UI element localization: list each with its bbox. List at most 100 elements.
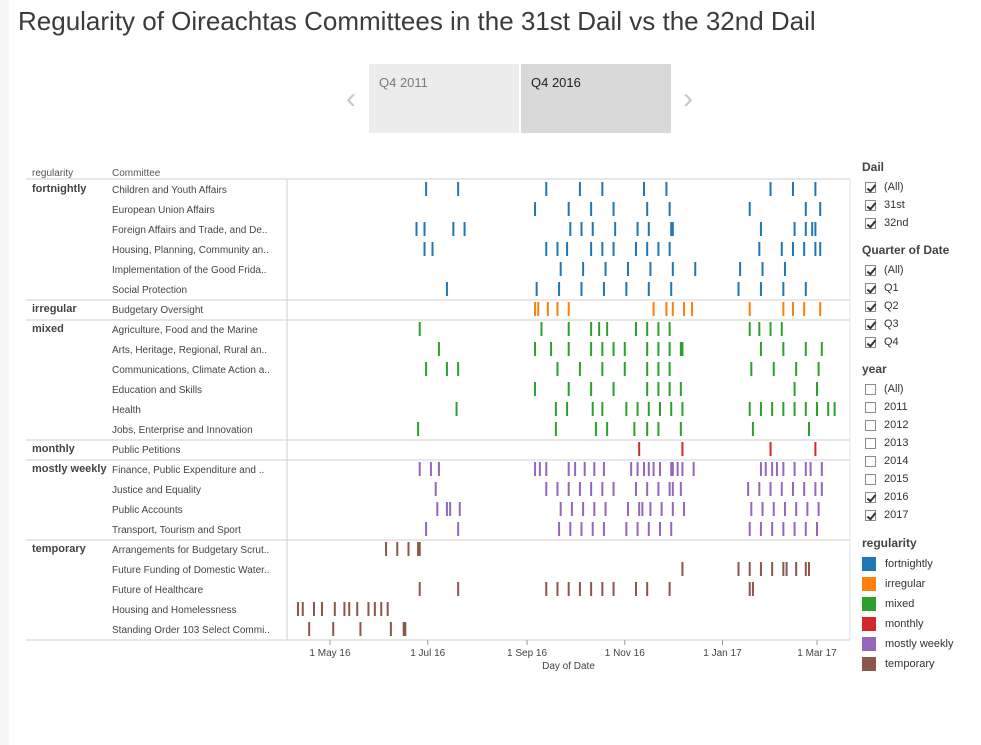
year-option-0[interactable]: (All) xyxy=(862,380,908,398)
quarter-option-label-1: Q1 xyxy=(884,282,899,294)
committee-label: Implementation of the Good Frida.. xyxy=(112,265,267,276)
year-checkbox-7[interactable] xyxy=(865,509,876,521)
committee-label: Future of Healthcare xyxy=(112,585,204,596)
year-option-7[interactable]: 2017 xyxy=(862,506,908,524)
committee-label: Foreign Affairs and Trade, and De.. xyxy=(112,225,267,236)
x-tick-label: 1 Sep 16 xyxy=(507,648,547,659)
group-label: monthly xyxy=(32,443,76,455)
committee-label: Transport, Tourism and Sport xyxy=(112,525,241,536)
quarter-checkbox-3[interactable] xyxy=(865,318,876,330)
x-tick-label: 1 May 16 xyxy=(309,648,351,659)
legend-label: fortnightly xyxy=(885,558,933,570)
legend-label: monthly xyxy=(885,618,924,630)
year-option-5[interactable]: 2015 xyxy=(862,470,908,488)
legend-swatch xyxy=(862,637,876,651)
committee-label: Public Accounts xyxy=(112,505,183,516)
group-label: mostly weekly xyxy=(32,463,107,475)
year-option-3[interactable]: 2013 xyxy=(862,434,908,452)
quarter-option-label-0: (All) xyxy=(884,264,904,276)
year-checkbox-3[interactable] xyxy=(865,437,876,449)
legend-label: irregular xyxy=(885,578,926,590)
dail-checkbox-1[interactable] xyxy=(865,199,876,211)
legend-swatch xyxy=(862,617,876,631)
group-label: irregular xyxy=(32,303,77,315)
committee-label: Standing Order 103 Select Commi.. xyxy=(112,625,270,636)
year-option-label-6: 2016 xyxy=(884,491,909,503)
quarter-checkbox-4[interactable] xyxy=(865,336,876,348)
year-option-2[interactable]: 2012 xyxy=(862,416,908,434)
dail-option-1[interactable]: 31st xyxy=(862,196,908,214)
next-page-arrow-icon[interactable]: › xyxy=(683,82,693,115)
dail-filter: Dail (All) 31st 32nd xyxy=(862,160,908,232)
regularity-legend-title: regularity xyxy=(862,536,917,550)
legend-item-mostly-weekly[interactable]: mostly weekly xyxy=(862,634,953,654)
year-option-label-0: (All) xyxy=(884,383,904,395)
committee-label: Agriculture, Food and the Marine xyxy=(112,325,258,336)
dail-checkbox-2[interactable] xyxy=(865,217,876,229)
page-card-q4-2011[interactable]: Q4 2011 xyxy=(369,64,519,133)
quarter-option-0[interactable]: (All) xyxy=(862,261,949,279)
legend-item-mixed[interactable]: mixed xyxy=(862,594,953,614)
quarter-option-4[interactable]: Q4 xyxy=(862,333,949,351)
quarter-option-3[interactable]: Q3 xyxy=(862,315,949,333)
committee-label: Public Petitions xyxy=(112,445,180,456)
dail-option-label-0: (All) xyxy=(884,181,904,193)
x-tick-label: 1 Jan 17 xyxy=(703,648,742,659)
legend-item-fortnightly[interactable]: fortnightly xyxy=(862,554,953,574)
year-option-1[interactable]: 2011 xyxy=(862,398,908,416)
dail-option-0[interactable]: (All) xyxy=(862,178,908,196)
legend-swatch xyxy=(862,657,876,671)
quarter-checkbox-2[interactable] xyxy=(865,300,876,312)
year-filter-title: year xyxy=(862,362,887,376)
year-checkbox-1[interactable] xyxy=(865,401,876,413)
legend-item-monthly[interactable]: monthly xyxy=(862,614,953,634)
page-card-q4-2016[interactable]: Q4 2016 xyxy=(521,64,671,133)
year-checkbox-0[interactable] xyxy=(865,383,876,395)
dail-option-label-2: 32nd xyxy=(884,217,909,229)
quarter-filter: Quarter of Date (All) Q1 Q2 Q3 Q4 xyxy=(862,243,949,351)
committee-label: European Union Affairs xyxy=(112,205,215,216)
committee-label: Housing and Homelessness xyxy=(112,605,237,616)
quarter-option-label-2: Q2 xyxy=(884,300,899,312)
legend-swatch xyxy=(862,557,876,571)
committee-label: Social Protection xyxy=(112,285,187,296)
year-checkbox-4[interactable] xyxy=(865,455,876,467)
legend-label: mixed xyxy=(885,598,915,610)
left-edge-strip xyxy=(0,0,9,745)
committee-label: Budgetary Oversight xyxy=(112,305,203,316)
quarter-checkbox-0[interactable] xyxy=(865,264,876,276)
group-label: fortnightly xyxy=(32,183,87,195)
committee-label: Finance, Public Expenditure and .. xyxy=(112,465,264,476)
committee-label: Housing, Planning, Community an.. xyxy=(112,245,269,256)
column-header-regularity: regularity xyxy=(32,168,73,179)
committee-label: Communications, Climate Action a.. xyxy=(112,365,270,376)
page-title: Regularity of Oireachtas Committees in t… xyxy=(18,6,816,36)
year-checkbox-2[interactable] xyxy=(865,419,876,431)
quarter-option-1[interactable]: Q1 xyxy=(862,279,949,297)
legend-item-temporary[interactable]: temporary xyxy=(862,654,953,674)
year-option-label-5: 2015 xyxy=(884,473,909,485)
committee-label: Future Funding of Domestic Water.. xyxy=(112,565,269,576)
x-axis-label: Day of Date xyxy=(542,661,595,672)
year-checkbox-5[interactable] xyxy=(865,473,876,485)
year-option-6[interactable]: 2016 xyxy=(862,488,908,506)
group-label: temporary xyxy=(32,543,87,555)
year-checkbox-6[interactable] xyxy=(865,491,876,503)
committee-label: Arrangements for Budgetary Scrut.. xyxy=(112,545,269,556)
prev-page-arrow-icon[interactable]: ‹ xyxy=(346,82,356,115)
quarter-checkbox-1[interactable] xyxy=(865,282,876,294)
year-option-4[interactable]: 2014 xyxy=(862,452,908,470)
x-tick-label: 1 Mar 17 xyxy=(797,648,837,659)
dail-option-2[interactable]: 32nd xyxy=(862,214,908,232)
committee-label: Jobs, Enterprise and Innovation xyxy=(112,425,253,436)
dail-checkbox-0[interactable] xyxy=(865,181,876,193)
year-option-label-4: 2014 xyxy=(884,455,909,467)
quarter-option-2[interactable]: Q2 xyxy=(862,297,949,315)
legend-swatch xyxy=(862,597,876,611)
chart: regularity Committee fortnightly Children a… xyxy=(26,168,851,672)
year-filter: year (All) 2011 2012 2013 2014 2015 2016 2017 xyxy=(862,362,908,524)
committee-label: Health xyxy=(112,405,141,416)
quarter-filter-title: Quarter of Date xyxy=(862,243,950,257)
legend-item-irregular[interactable]: irregular xyxy=(862,574,953,594)
group-label: mixed xyxy=(32,323,64,335)
